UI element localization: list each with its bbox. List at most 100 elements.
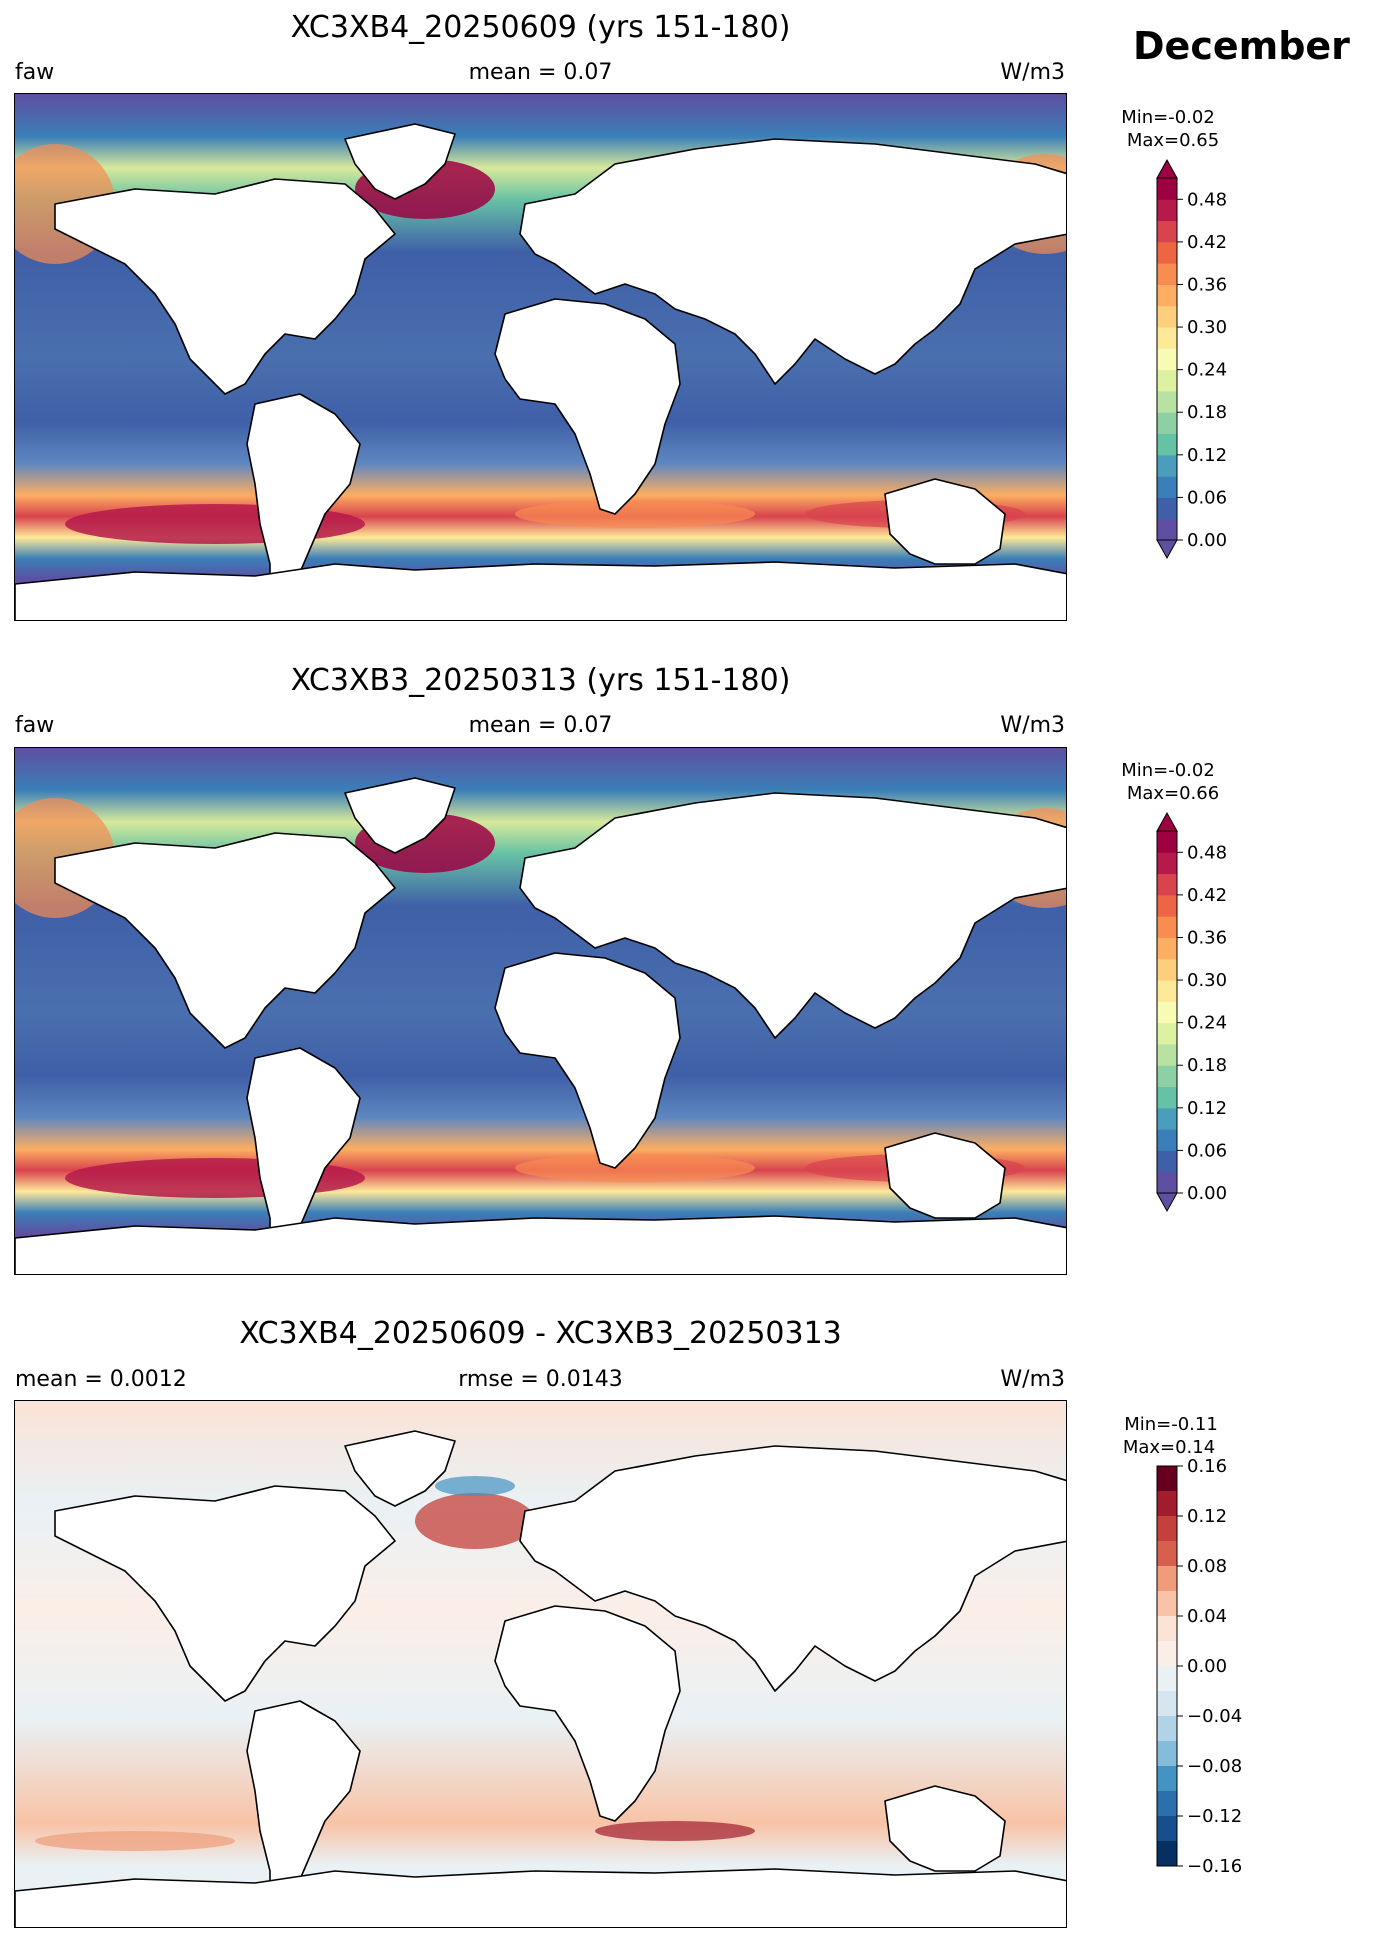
colorbar-bin: [1157, 1816, 1177, 1842]
map-panel-2: [14, 747, 1067, 1275]
colorbar-bin: [1157, 1516, 1177, 1542]
colorbar-bin: [1157, 284, 1177, 307]
africa-landmass: [494, 952, 681, 1169]
units-label: W/m3: [1000, 1367, 1065, 1392]
north-america-landmass: [54, 178, 396, 395]
colorbar-bin: [1157, 958, 1177, 981]
colorbar-bin: [1157, 1466, 1177, 1492]
greenland-landmass: [344, 123, 456, 200]
colorbar-tick-label: −0.08: [1187, 1756, 1242, 1777]
colorbar-bin: [1157, 873, 1177, 896]
max-label: Max=0.66: [1126, 783, 1220, 804]
colorbar-bin: [1157, 1001, 1177, 1024]
colorbar-bin: [1157, 305, 1177, 328]
africa-landmass: [494, 298, 681, 515]
colorbar-bin: [1157, 1841, 1177, 1867]
colorbar-tick-label: 0.06: [1187, 1140, 1227, 1161]
colorbar-bin: [1157, 1641, 1177, 1667]
colorbar: 0.00 0.06 0.12 0.18 0.24 0.30 0.36 0.42 0.48: [1156, 811, 1357, 1213]
mean-label: mean = 0.07: [468, 60, 613, 85]
eurasia-landmass: [519, 792, 1066, 1039]
colorbar-bin: [1157, 178, 1177, 200]
units-label: W/m3: [1000, 713, 1065, 738]
greenland-landmass: [344, 1430, 456, 1507]
colorbar-bin: [1157, 348, 1177, 371]
negative-anomaly: [435, 1476, 515, 1496]
colorbar-bin: [1157, 1065, 1177, 1088]
colorbar-tick-label: 0.36: [1187, 927, 1227, 948]
colorbar-svg: 0.00 0.06 0.12 0.18 0.24 0.30 0.36 0.42 0.48: [1156, 811, 1227, 1213]
extend-min-triangle: [1156, 1192, 1178, 1213]
colorbar-bin: [1157, 1616, 1177, 1642]
colorbar-bin: [1157, 1043, 1177, 1066]
colorbar-tick-label: 0.42: [1187, 885, 1227, 906]
colorbar-svg: 0.16 0.12 0.08 0.04 0.00 −0.04 −0.08 −0.12 −0.16: [1156, 1456, 1242, 1877]
eurasia-landmass: [519, 138, 1066, 385]
rmse-label: rmse = 0.0143: [458, 1367, 623, 1392]
colorbar-tick-label: 0.30: [1187, 317, 1227, 338]
mean-label: mean = 0.0012: [15, 1367, 187, 1392]
map-svg: [15, 748, 1066, 1274]
colorbar-tick-label: 0.18: [1187, 402, 1227, 423]
max-label: Max=0.65: [1126, 130, 1220, 151]
colorbar-bin: [1157, 1566, 1177, 1592]
colorbar-bin: [1157, 199, 1177, 222]
colorbar-bin: [1157, 894, 1177, 917]
positive-anomaly: [595, 1821, 755, 1841]
colorbar-bin: [1157, 369, 1177, 392]
colorbar-tick-label: 0.08: [1187, 1556, 1227, 1577]
colorbar-bin: [1157, 980, 1177, 1002]
colorbar-bin: [1157, 390, 1177, 413]
colorbar-bin: [1157, 1541, 1177, 1567]
colorbar-tick-label: 0.24: [1187, 1013, 1227, 1034]
colorbar-bin: [1157, 241, 1177, 264]
colorbar-bin: [1157, 1666, 1177, 1692]
colorbar-bin: [1157, 1791, 1177, 1817]
extend-max-triangle: [1156, 811, 1178, 832]
colorbar-tick-label: −0.12: [1187, 1806, 1242, 1827]
africa-landmass: [494, 1605, 681, 1822]
australia-landmass: [884, 1132, 1006, 1219]
colorbar-tick-label: −0.16: [1187, 1856, 1242, 1877]
north-america-landmass: [54, 1485, 396, 1702]
colorbar-tick-label: 0.18: [1187, 1055, 1227, 1076]
colorbar-tick-label: 0.04: [1187, 1606, 1227, 1627]
southern-ocean-band: [515, 500, 755, 528]
colorbar-bin: [1157, 1691, 1177, 1717]
panel-title: XC3XB4_20250609 - XC3XB3_20250313: [239, 1316, 842, 1351]
month-label: December: [1133, 24, 1350, 68]
southern-ocean-band: [515, 1154, 755, 1182]
colorbar-bin: [1157, 327, 1177, 349]
map-panel-3: [14, 1400, 1067, 1928]
antarctica-landmass: [15, 1868, 1066, 1927]
colorbar-tick-label: 0.00: [1187, 1656, 1227, 1677]
map-svg: [15, 1401, 1066, 1927]
colorbar-bin: [1157, 1107, 1177, 1130]
colorbar-bin: [1157, 1022, 1177, 1045]
greenland-landmass: [344, 777, 456, 854]
colorbar-bin: [1157, 433, 1177, 456]
north-america-landmass: [54, 832, 396, 1049]
colorbar-bin: [1157, 1491, 1177, 1517]
map-svg: [15, 94, 1066, 620]
extend-min-triangle: [1156, 539, 1178, 560]
eurasia-landmass: [519, 1445, 1066, 1692]
map-panel-1: [14, 93, 1067, 621]
colorbar-bin: [1157, 1150, 1177, 1173]
colorbar-tick-label: −0.04: [1187, 1706, 1242, 1727]
colorbar-bin: [1157, 263, 1177, 285]
colorbar-tick-label: 0.48: [1187, 842, 1227, 863]
colorbar-bin: [1157, 476, 1177, 498]
variable-label: faw: [15, 713, 55, 738]
colorbar-bin: [1157, 412, 1177, 435]
panel-title: XC3XB4_20250609 (yrs 151-180): [290, 10, 791, 45]
colorbar-bin: [1157, 220, 1177, 243]
colorbar-tick-label: 0.00: [1187, 1183, 1227, 1204]
colorbar-tick-label: 0.24: [1187, 360, 1227, 381]
colorbar-tick-label: 0.42: [1187, 232, 1227, 253]
colorbar-bin: [1157, 916, 1177, 938]
colorbar-tick-label: 0.12: [1187, 445, 1227, 466]
min-label: Min=-0.02: [1121, 760, 1215, 781]
positive-anomaly: [415, 1493, 535, 1549]
extend-max-triangle: [1156, 158, 1178, 179]
